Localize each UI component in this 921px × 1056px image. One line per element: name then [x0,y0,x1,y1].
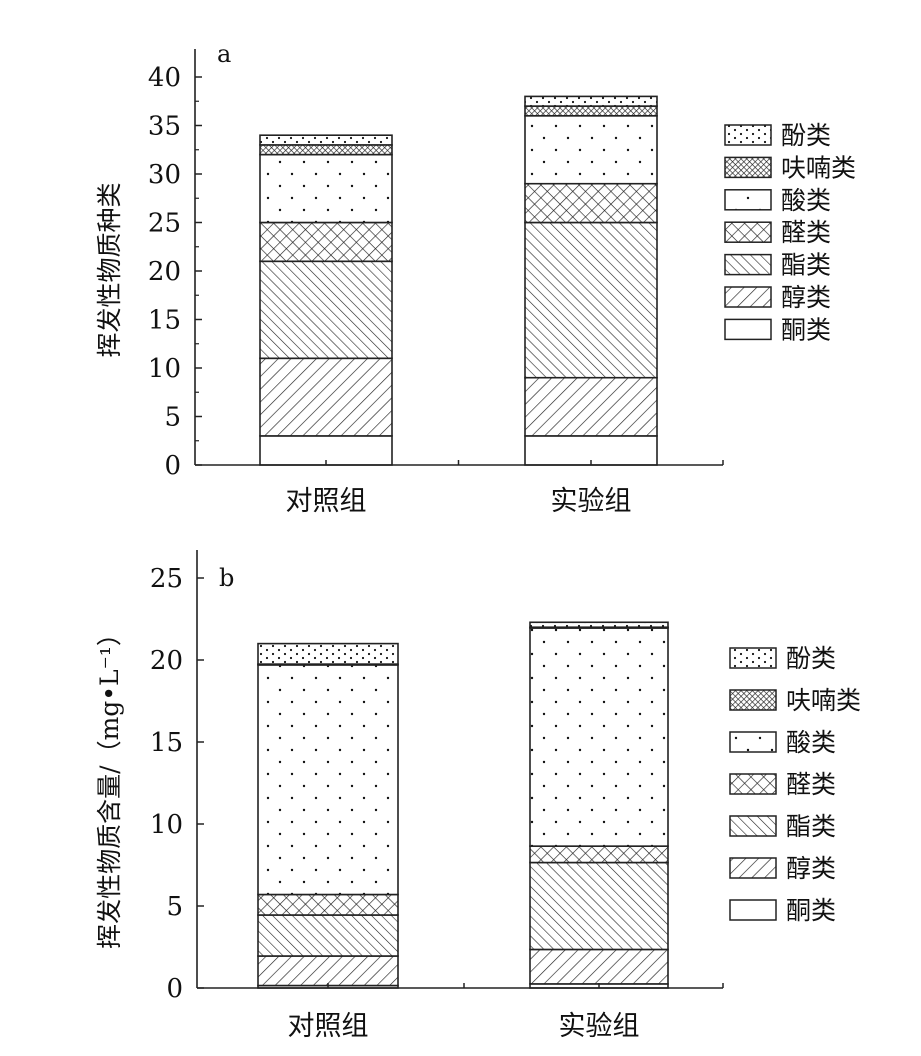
bar-segment-对照组-酚类 [257,642,399,665]
bar-segment-对照组-呋喃类 [259,144,393,156]
y-tick-label: 25 [148,209,181,239]
y-tick-label: 15 [150,728,183,758]
y-tick-label: 15 [148,306,181,336]
bar-segment-实验组-酯类 [524,221,658,379]
y-tick-label: 5 [166,892,183,922]
bar-segment-对照组-醛类 [259,221,393,263]
legend-label: 酚类 [781,121,831,150]
legend-label: 醇类 [786,854,836,883]
legend-swatch [729,689,777,711]
y-tick-label: 30 [148,160,181,190]
legend-swatch [729,647,777,669]
legend-swatch [724,221,772,243]
legend-label: 酸类 [781,186,831,215]
bar-segment-实验组-酸类 [524,115,658,185]
legend-swatch [729,899,777,921]
legend-label: 酸类 [786,728,836,757]
bar-segment-实验组-醇类 [524,376,658,437]
chart-panel-b: 对照组 实验组 0 5 10 15 20 25 b 挥发性物质含量/（mg•L⁻¹） 酚类呋喃类酸类… [95,550,861,1042]
panel-label: a [217,40,231,68]
legend-swatch [724,124,772,146]
bar-segment-对照组-酯类 [257,914,399,957]
legend-swatch [724,156,772,179]
y-axis-label: 挥发性物质含量/（mg•L⁻¹） [95,621,124,949]
y-tick-label: 20 [148,257,181,287]
y-tick-label: 40 [148,63,181,93]
bar-segment-对照组-醛类 [257,893,399,916]
legend-swatch [724,286,772,308]
x-tick-label: 实验组 [559,1011,640,1042]
panel-label: b [219,564,234,592]
bar-segment-对照组-酸类 [257,664,399,896]
bar-segment-对照组-醇类 [259,357,393,437]
y-tick-label: 0 [164,451,181,481]
bar-segment-对照组-醇类 [257,955,399,987]
bar-segment-实验组-醛类 [524,182,658,224]
x-tick-label: 实验组 [551,486,632,517]
y-tick-label: 5 [164,403,181,433]
chart-panel-a: 对照组 实验组 0 5 10 15 20 25 30 35 40 a 挥发性物质种类 酚类呋喃类酸类醛类酯… [95,40,856,517]
bar-segment-实验组-酸类 [529,627,669,847]
legend-swatch [724,189,772,211]
y-axis-label: 挥发性物质种类 [95,182,124,357]
legend-swatch [724,318,772,341]
bar-segment-实验组-酚类 [524,95,658,107]
y-tick-label: 0 [166,974,183,1004]
y-tick-label: 10 [150,810,183,840]
legend-label: 醛类 [781,218,831,247]
bar-segment-实验组-醛类 [529,845,669,864]
legend-label: 酮类 [781,315,831,344]
bar-segment-实验组-醇类 [529,948,669,985]
legend-label: 醛类 [786,770,836,799]
legend-swatch [729,857,777,879]
legend-swatch [729,773,777,795]
bar-segment-对照组-酚类 [259,134,393,146]
legend-label: 呋喃类 [786,686,861,715]
bar-segment-对照组-酸类 [259,153,393,224]
bar-segment-实验组-呋喃类 [524,105,658,117]
legend-label: 酮类 [786,896,836,925]
legend-label: 醇类 [781,283,831,312]
y-tick-label: 25 [150,564,183,594]
y-tick-label: 20 [150,646,183,676]
bar-segment-实验组-酚类 [529,621,669,629]
bar-segment-对照组-酯类 [259,260,393,360]
x-tick-label: 对照组 [288,1011,369,1042]
legend-swatch [724,253,772,276]
legend-label: 酯类 [786,812,836,841]
legend-swatch [729,731,777,753]
y-tick-label: 35 [148,112,181,142]
legend-label: 酯类 [781,251,831,280]
x-tick-label: 对照组 [286,486,367,517]
legend-label: 酚类 [786,644,836,673]
legend-label: 呋喃类 [781,153,856,182]
legend-swatch [729,815,777,837]
bar-segment-实验组-酯类 [529,861,669,951]
y-tick-label: 10 [148,354,181,384]
